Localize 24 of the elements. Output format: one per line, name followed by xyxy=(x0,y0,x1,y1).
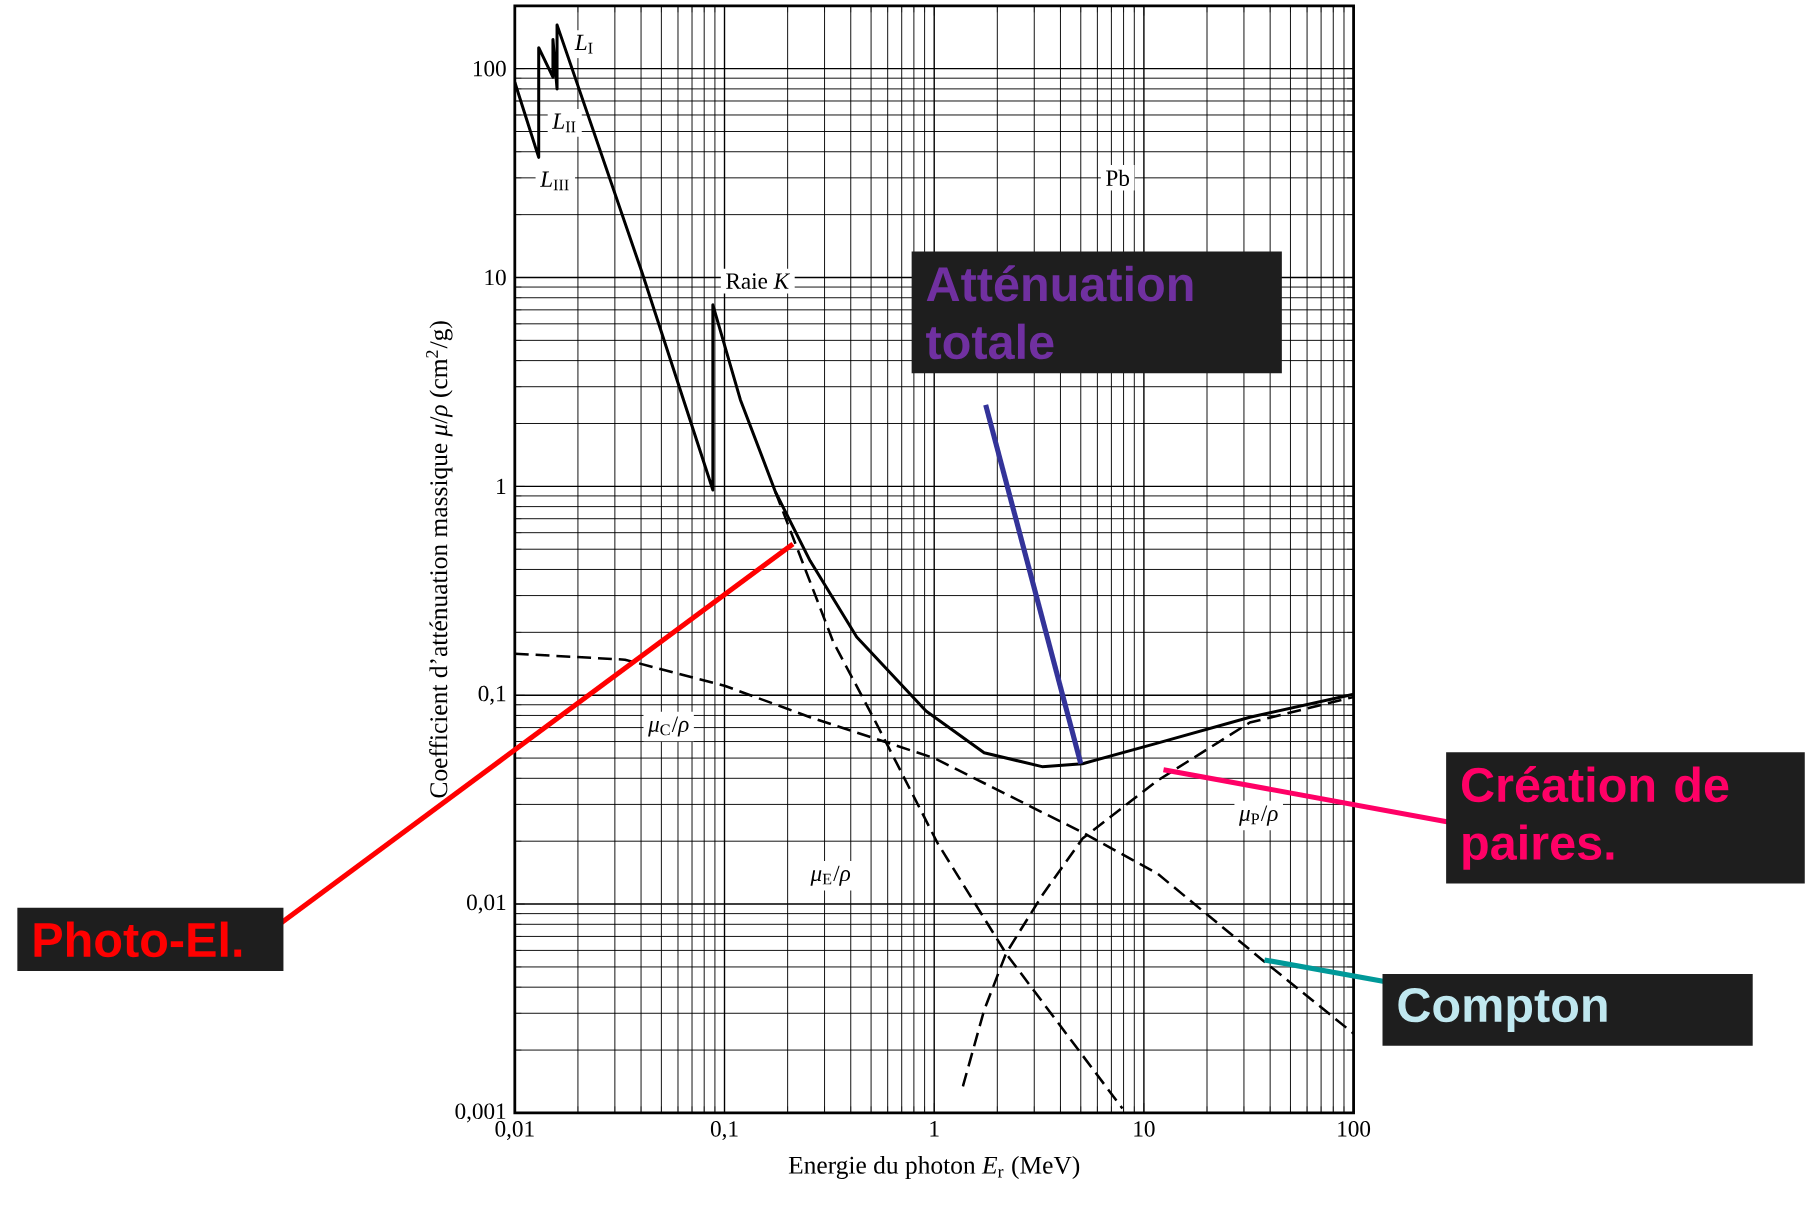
x-tick-label: 100 xyxy=(1338,1120,1371,1137)
annotation: Compton xyxy=(1398,987,1607,1032)
annotation: L$_{I}$ xyxy=(574,34,593,54)
annotation: Photo-El. xyxy=(34,921,242,957)
y-tick-label: 0,01 xyxy=(467,894,506,914)
annotation: Pb xyxy=(1106,169,1130,186)
y-tick-label: 100 xyxy=(473,60,506,77)
x-tick-label: 0,1 xyxy=(710,1120,738,1140)
annotation: μ$_{C}$/ρ xyxy=(648,716,689,737)
annotation: L$_{III}$ xyxy=(539,171,569,190)
annotation: L$_{II}$ xyxy=(552,113,576,132)
y-axis-title: Coefficient d’atténuation massique μ/ρ (cm$^{2}$/g) xyxy=(426,321,453,798)
y-tick-label: 0,001 xyxy=(455,1103,506,1123)
y-tick-label: 0,1 xyxy=(478,685,506,705)
y-tick-label: 1 xyxy=(497,478,506,494)
y-tick-label: 10 xyxy=(485,269,506,286)
annotation: Création de paires. xyxy=(1462,765,1729,870)
x-axis-title: Energie du photon E$_{r}$ (MeV) xyxy=(788,1155,1080,1179)
annotation: Raie K xyxy=(726,273,791,289)
annotation: μ$_{E}$/ρ xyxy=(810,865,851,886)
x-tick-label: 10 xyxy=(1134,1120,1155,1137)
annotation: μ$_{P}$/ρ xyxy=(1239,805,1278,826)
annotation: Atténuation totale xyxy=(926,265,1193,360)
x-tick-label: 1 xyxy=(930,1120,939,1137)
